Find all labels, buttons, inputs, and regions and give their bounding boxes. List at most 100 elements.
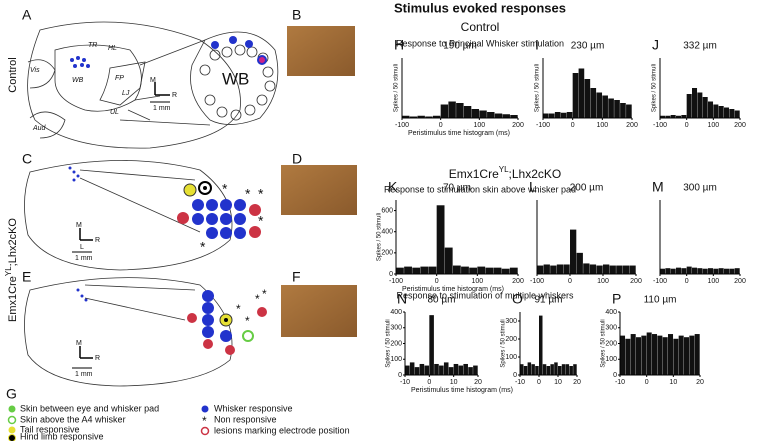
histogram-bar — [620, 103, 626, 118]
panel-letter: E — [22, 269, 31, 285]
area-outline — [99, 61, 161, 121]
panel-letter: C — [22, 151, 32, 167]
orientation-arrow — [154, 82, 170, 96]
histogram-bar — [596, 92, 603, 118]
orientation-arrow — [79, 346, 93, 359]
histogram-bar — [673, 338, 679, 375]
y-tick-label: 400 — [381, 229, 393, 236]
x-tick-label: -100 — [395, 122, 409, 129]
histogram-bar — [718, 268, 724, 274]
histogram-bar — [566, 112, 573, 118]
histogram-bar — [493, 267, 502, 274]
y-tick-label: 200 — [505, 336, 517, 343]
depth-label: 190 µm — [443, 41, 477, 52]
area-label: FP — [115, 75, 124, 82]
legend-entry: lesions marking electrode position — [214, 425, 350, 435]
histogram-bar — [602, 95, 608, 118]
legend-symbol — [200, 426, 210, 436]
group-title: Control — [461, 20, 500, 34]
histogram-bar — [404, 266, 412, 274]
histogram-bar — [501, 268, 510, 274]
svg-text:*: * — [236, 302, 241, 316]
panel-letter: I — [535, 37, 539, 53]
histogram-bar — [665, 115, 671, 118]
x-axis-label: Peristimulus time histogram (ms) — [411, 387, 513, 394]
x-tick-label: 0 — [685, 278, 689, 285]
histogram-bar — [676, 267, 682, 274]
histogram-bar — [539, 315, 543, 375]
barrel-inset — [190, 31, 279, 125]
histogram-bar — [471, 109, 480, 118]
x-tick-label: 0 — [439, 122, 443, 129]
area-label: WB — [72, 77, 84, 84]
histogram-bar — [570, 229, 577, 274]
histogram-bar — [572, 73, 579, 118]
mutant-name: Emx1Cre — [449, 167, 499, 181]
histogram-bar — [409, 362, 415, 375]
histogram-bar — [520, 364, 524, 375]
y-tick-label: 200 — [390, 340, 402, 347]
y-tick-label: 100 — [605, 356, 617, 363]
histogram-bar — [443, 362, 449, 375]
histogram-bar — [657, 335, 663, 375]
histogram-bar — [660, 268, 666, 274]
svg-text:*: * — [258, 186, 264, 202]
histogram-bar — [729, 268, 735, 274]
histogram-bar — [684, 337, 690, 375]
panel-letter: G — [6, 386, 17, 402]
x-tick-label: 200 — [512, 278, 524, 285]
y-axis-label: Spikes / 50 stimuli — [501, 319, 507, 367]
histology-photo — [281, 285, 357, 337]
histogram-bar — [419, 363, 425, 375]
depth-label: 70 µm — [443, 183, 471, 194]
svg-text:*: * — [245, 314, 250, 328]
x-tick-label: 0 — [571, 122, 575, 129]
compass-label: R — [95, 355, 100, 362]
mutant-sup: YL — [4, 266, 13, 276]
map-inset: *** * — [187, 287, 267, 355]
zoom-line — [119, 39, 211, 126]
x-tick-label: 200 — [734, 122, 746, 129]
x-tick-label: 100 — [473, 122, 485, 129]
histogram-bar — [630, 334, 636, 375]
row-title: Response to stimulation of multiple whis… — [396, 290, 574, 300]
histogram-bar — [444, 247, 453, 274]
legend-symbol — [201, 405, 209, 413]
x-tick-label: 200 — [512, 122, 524, 129]
histogram-bar — [626, 104, 632, 118]
histogram-bar — [718, 106, 724, 118]
histogram-bar — [689, 335, 695, 375]
brain-outline — [27, 21, 241, 149]
area-label: HL — [108, 45, 117, 52]
histogram-bar — [434, 363, 439, 375]
x-tick-label: -100 — [653, 278, 667, 285]
compass-label: R — [95, 237, 100, 244]
panel-letter: F — [292, 269, 301, 285]
histogram-bar — [432, 115, 441, 118]
figure-title: Stimulus evoked responses — [394, 0, 566, 15]
legend-entry: Skin above the A4 whisker — [20, 414, 126, 424]
x-tick-label: -100 — [389, 278, 403, 285]
side-label: Control — [7, 57, 19, 92]
x-tick-label: 200 — [630, 278, 642, 285]
x-tick-label: 0 — [435, 278, 439, 285]
histogram-bar — [439, 365, 444, 375]
x-tick-label: 200 — [734, 278, 746, 285]
panel-letter: M — [652, 179, 664, 195]
y-tick-label: 0 — [513, 372, 517, 379]
histogram-bar — [641, 335, 647, 375]
histogram-bar — [676, 115, 682, 118]
y-tick-label: 400 — [390, 309, 402, 316]
histogram-bar — [670, 268, 676, 274]
y-tick-label: 300 — [605, 325, 617, 332]
brain-outline — [24, 160, 233, 271]
histogram-bar — [578, 68, 585, 118]
histogram-bar — [550, 265, 557, 274]
histogram-bar — [561, 364, 566, 375]
histogram-bar — [584, 79, 591, 118]
legend-entry: Tail responsive — [20, 424, 80, 434]
histology-photo — [287, 26, 355, 76]
histogram-bar — [556, 264, 564, 274]
x-tick-label: 0 — [685, 122, 689, 129]
